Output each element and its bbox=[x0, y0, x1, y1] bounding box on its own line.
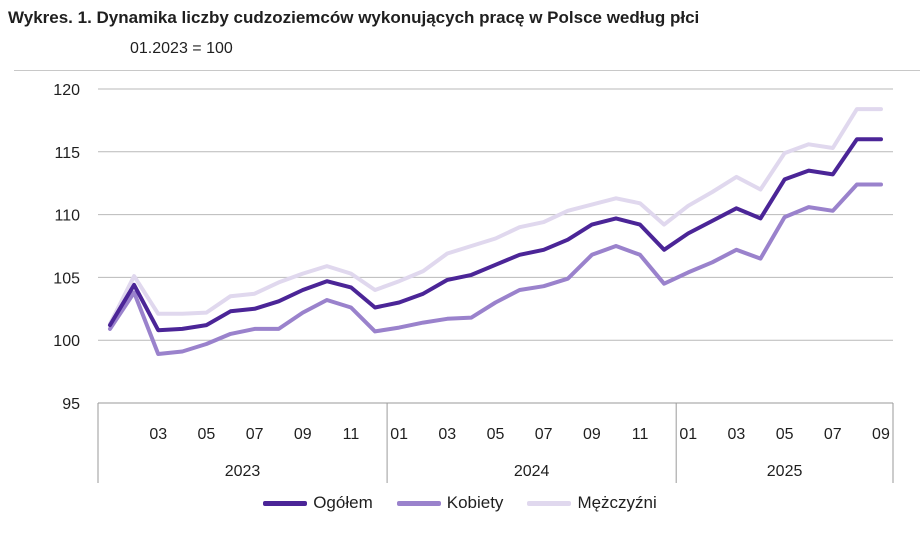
x-tick-label: 09 bbox=[872, 426, 890, 443]
series-line-ogółem bbox=[108, 137, 883, 333]
y-tick-label: 95 bbox=[62, 396, 80, 413]
x-tick-label: 03 bbox=[438, 426, 456, 443]
y-axis: 95 100 105 110 115 120 bbox=[53, 82, 80, 413]
x-tick-label: 09 bbox=[294, 426, 312, 443]
legend-item-mezczyzni: Mężczyźni bbox=[527, 493, 657, 513]
x-tick-label: 05 bbox=[776, 426, 794, 443]
year-label: 2024 bbox=[514, 463, 550, 480]
x-tick-label: 11 bbox=[632, 426, 649, 443]
x-tick-label: 01 bbox=[679, 426, 697, 443]
chart-title: Wykres. 1. Dynamika liczby cudzoziemców … bbox=[8, 8, 700, 27]
legend: Ogółem Kobiety Mężczyźni bbox=[0, 493, 920, 513]
y-tick-label: 120 bbox=[53, 82, 80, 99]
series-lines bbox=[108, 107, 883, 356]
x-tick-label: 11 bbox=[343, 426, 360, 443]
year-label: 2023 bbox=[225, 463, 261, 480]
y-tick-label: 105 bbox=[53, 270, 80, 287]
legend-label: Kobiety bbox=[446, 493, 504, 512]
x-tick-label: 07 bbox=[246, 426, 264, 443]
legend-item-ogolem: Ogółem bbox=[263, 493, 373, 513]
legend-label: Mężczyźni bbox=[577, 493, 657, 512]
title-divider bbox=[14, 70, 920, 71]
gridlines bbox=[98, 88, 893, 404]
legend-swatch bbox=[396, 500, 441, 506]
legend-label: Ogółem bbox=[313, 493, 373, 512]
x-tick-label: 03 bbox=[728, 426, 746, 443]
x-tick-label: 07 bbox=[535, 426, 553, 443]
x-axis: 03 05 07 09 11 01 03 05 07 09 11 01 03 05 07 09 2023 2024… bbox=[97, 402, 894, 483]
year-label: 2025 bbox=[767, 463, 803, 480]
x-tick-label: 05 bbox=[487, 426, 505, 443]
legend-swatch bbox=[263, 500, 308, 506]
x-tick-label: 03 bbox=[149, 426, 167, 443]
series-line-kobiety bbox=[108, 182, 883, 356]
legend-item-kobiety: Kobiety bbox=[396, 493, 504, 513]
legend-swatch bbox=[527, 500, 572, 506]
y-tick-label: 115 bbox=[54, 145, 80, 162]
series-line-mężczyźni bbox=[108, 107, 883, 326]
x-tick-label: 09 bbox=[583, 426, 601, 443]
x-tick-label: 05 bbox=[198, 426, 216, 443]
y-tick-label: 100 bbox=[53, 333, 80, 350]
y-tick-label: 110 bbox=[54, 208, 80, 225]
chart-subtitle: 01.2023 = 100 bbox=[130, 40, 233, 57]
x-tick-label: 01 bbox=[390, 426, 408, 443]
x-tick-label: 07 bbox=[824, 426, 842, 443]
